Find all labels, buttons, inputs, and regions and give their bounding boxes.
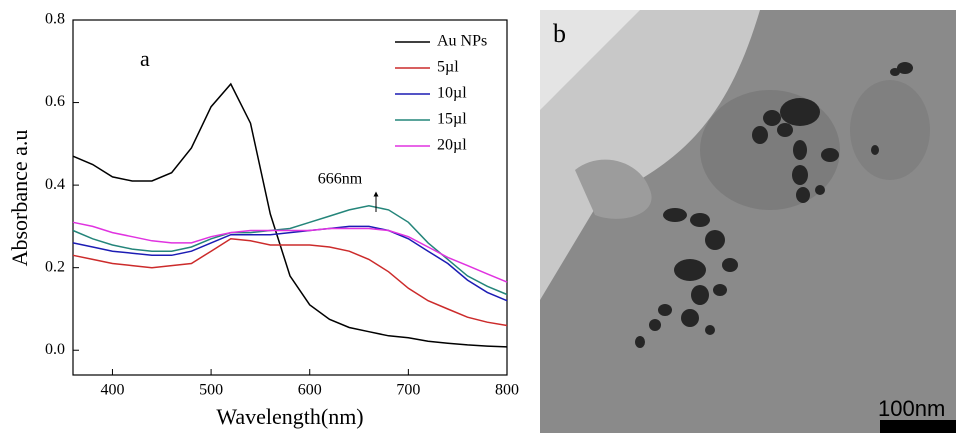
x-tick-label: 700 [396,382,420,399]
y-axis-label: Absorbance a.u [7,130,32,267]
series-line [72,225,508,302]
panel-label-b: b [553,19,566,48]
x-tick-label: 500 [199,382,223,399]
y-tick-label: 0.2 [45,258,65,275]
y-tick-label: 0.4 [45,176,65,193]
legend-label: 15µl [437,111,467,128]
x-tick-label: 800 [495,382,519,399]
tem-image [540,10,956,433]
legend-label: 10µl [437,85,467,102]
plot-frame [72,19,508,376]
series-line [72,238,508,327]
annotation: 666nm [318,171,363,188]
legend-label: Au NPs [437,33,487,50]
series-line [72,221,508,283]
x-tick-label: 600 [298,382,322,399]
legend-label: 20µl [437,137,467,154]
y-tick-label: 0.6 [45,93,65,110]
scale-bar-label: 100nm [878,396,945,421]
x-axis-label: Wavelength(nm) [216,404,363,429]
panel-label-a: a [140,46,150,71]
series-line [72,205,508,296]
x-tick-label: 400 [100,382,124,399]
series-line [72,82,508,348]
y-tick-label: 0.0 [45,341,65,358]
legend-label: 5µl [437,59,459,76]
y-tick-label: 0.8 [45,11,65,28]
